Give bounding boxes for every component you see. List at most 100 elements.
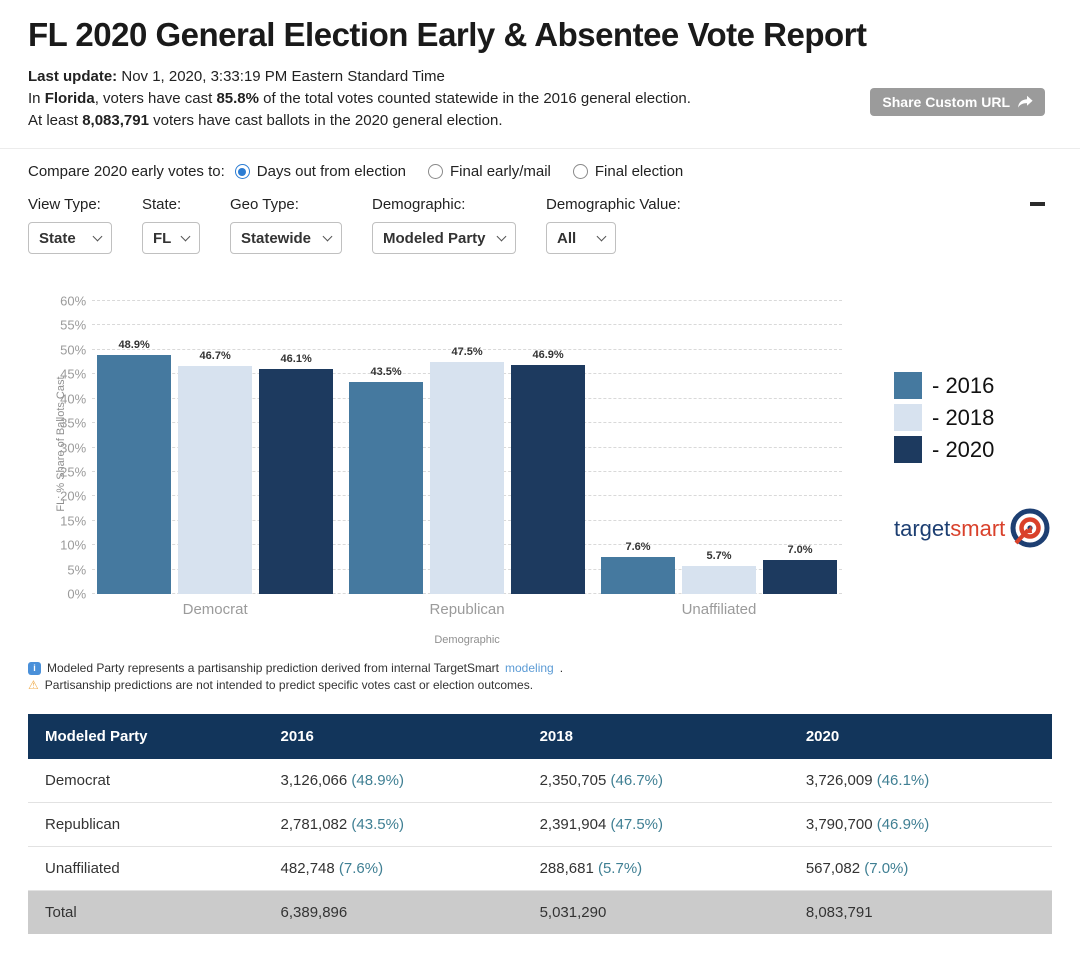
- legend-swatch-icon: [894, 436, 922, 463]
- y-tick-label: 0%: [67, 586, 87, 602]
- radio-option-final-early-mail[interactable]: Final early/mail: [428, 163, 551, 180]
- cell-count: 3,726,009: [805, 772, 877, 789]
- radio-option-label: Days out from election: [256, 163, 407, 180]
- chart-right-column: - 2016 - 2018 - 2020 targetsmart: [842, 288, 1052, 646]
- filter-label: View Type:: [28, 196, 101, 213]
- cell-percent: (43.5%): [351, 816, 404, 833]
- filter-label: Demographic Value:: [546, 196, 681, 213]
- cell-value: 3,790,700 (46.9%): [788, 802, 1052, 847]
- y-tick-label: 25%: [60, 464, 87, 480]
- total-value: 5,031,290: [522, 890, 789, 934]
- bar-value-label: 46.9%: [532, 348, 564, 361]
- legend-swatch-icon: [894, 404, 922, 431]
- legend-item-2020[interactable]: - 2020: [894, 436, 1052, 463]
- select-state[interactable]: FL: [142, 222, 200, 254]
- share-custom-url-button[interactable]: Share Custom URL: [870, 88, 1045, 116]
- y-tick-label: 55%: [60, 317, 87, 333]
- column-header-2018: 2018: [522, 714, 789, 759]
- bar-value-label: 48.9%: [118, 339, 150, 352]
- bar-2016-unaffiliated: 7.6%: [600, 541, 675, 594]
- bar-group-unaffiliated: 7.6% 5.7% 7.0%: [600, 541, 837, 594]
- chevron-down-icon: [322, 231, 333, 241]
- filters-row: View Type: State State: FL Geo Type: Statewid…: [28, 196, 1052, 254]
- select-value: Modeled Party: [383, 229, 486, 247]
- cell-count: 2,391,904: [539, 816, 611, 833]
- filter-demographic: Demographic: Modeled Party: [372, 196, 516, 254]
- radio-option-final-election[interactable]: Final election: [572, 163, 683, 180]
- total-value: 8,083,791: [788, 890, 1052, 934]
- y-tick-label: 45%: [60, 366, 87, 382]
- total-value: 6,389,896: [263, 890, 523, 934]
- x-axis-labels: Democrat Republican Unaffiliated: [92, 601, 842, 618]
- chevron-down-icon: [92, 231, 103, 241]
- footnote-text: Modeled Party represents a partisanship …: [47, 661, 500, 675]
- filter-demographic-value: Demographic Value: All: [546, 196, 681, 254]
- footnote: i Modeled Party represents a partisanship…: [28, 660, 1052, 677]
- y-tick-label: 5%: [67, 562, 87, 578]
- last-update-value: Nov 1, 2020, 3:33:19 PM Eastern Standard…: [117, 68, 445, 85]
- filter-label: Geo Type:: [230, 196, 299, 213]
- minimize-dash-icon: [1030, 202, 1045, 206]
- summary-line-2020: At least 8,083,791 voters have cast ball…: [28, 112, 503, 129]
- table-row-republican: Republican 2,781,082 (43.5%) 2,391,904 (47…: [28, 802, 1052, 847]
- summary-line-2016: In Florida, voters have cast 85.8% of th…: [28, 90, 691, 107]
- column-header-2020: 2020: [788, 714, 1052, 759]
- select-demographic[interactable]: Modeled Party: [372, 222, 516, 254]
- row-label: Republican: [28, 802, 264, 847]
- footnote-link[interactable]: modeling: [505, 661, 554, 675]
- header: FL 2020 General Election Early & Absente…: [28, 16, 1052, 132]
- cell-count: 3,126,066: [280, 772, 352, 789]
- bullseye-dart-icon: [1010, 508, 1050, 548]
- select-view-type[interactable]: State: [28, 222, 112, 254]
- radio-unselected-icon: [572, 164, 588, 179]
- column-header-modeled-party: Modeled Party: [28, 714, 264, 759]
- category-label-unaffiliated: Unaffiliated: [681, 601, 757, 618]
- bar-value-label: 46.1%: [280, 352, 312, 365]
- warning-icon: ⚠: [28, 678, 39, 692]
- cell-count: 567,082: [805, 860, 865, 877]
- compare-row: Compare 2020 early votes to: Days out fr…: [28, 163, 1052, 180]
- share-button-label: Share Custom URL: [882, 94, 1010, 110]
- bar-value-label: 47.5%: [451, 346, 483, 359]
- cell-percent: (48.9%): [351, 772, 404, 789]
- filter-geo-type: Geo Type: Statewide: [230, 196, 342, 254]
- y-tick-label: 15%: [60, 513, 87, 529]
- y-tick-label: 30%: [60, 440, 87, 456]
- cell-value: 3,726,009 (46.1%): [788, 759, 1052, 803]
- x-axis-caption: Demographic: [434, 634, 500, 646]
- footnote: ⚠ Partisanship predictions are not intend…: [28, 677, 1052, 694]
- last-update-line: Last update: Nov 1, 2020, 3:33:19 PM Eas…: [28, 66, 1052, 88]
- select-geo-type[interactable]: Statewide: [230, 222, 342, 254]
- filter-label: State:: [142, 196, 182, 213]
- row-label: Democrat: [28, 759, 264, 803]
- collapse-panel-button[interactable]: [1025, 196, 1045, 212]
- bar-value-label: 7.0%: [787, 543, 813, 556]
- cell-percent: (46.9%): [876, 816, 930, 833]
- page-title: FL 2020 General Election Early & Absente…: [28, 16, 867, 53]
- radio-option-days-out-from-election[interactable]: Days out from election: [234, 163, 407, 180]
- cell-percent: (5.7%): [597, 860, 643, 877]
- plot-area: 48.9% 46.7% 46.1% 43.5% 47.5% 46.9% 7.6% 5.7% 7.…: [92, 288, 842, 594]
- y-tick-label: 40%: [60, 391, 87, 407]
- cell-value: 482,748 (7.6%): [263, 846, 523, 891]
- table-header-row: Modeled Party 2016 2018 2020: [28, 714, 1052, 759]
- footnote-text-after: .: [559, 661, 564, 675]
- select-value: Statewide: [241, 229, 312, 247]
- table-row-total: Total 6,389,896 5,031,290 8,083,791: [28, 890, 1052, 934]
- filter-state: State: FL: [142, 196, 200, 254]
- chevron-down-icon: [496, 231, 507, 241]
- cell-percent: (46.7%): [610, 772, 664, 789]
- radio-option-label: Final early/mail: [450, 163, 551, 180]
- cell-value: 288,681 (5.7%): [522, 846, 789, 891]
- svg-text:targetsmart: targetsmart: [894, 516, 1005, 541]
- legend-item-2018[interactable]: - 2018: [894, 404, 1052, 431]
- bar-group-republican: 43.5% 47.5% 46.9%: [349, 346, 586, 594]
- bar-value-label: 43.5%: [370, 365, 402, 378]
- row-label: Unaffiliated: [28, 846, 264, 891]
- column-header-2016: 2016: [263, 714, 523, 759]
- radio-unselected-icon: [428, 164, 444, 179]
- legend-item-2016[interactable]: - 2016: [894, 372, 1052, 399]
- select-demographic-value[interactable]: All: [546, 222, 616, 254]
- legend-swatch-icon: [894, 372, 922, 399]
